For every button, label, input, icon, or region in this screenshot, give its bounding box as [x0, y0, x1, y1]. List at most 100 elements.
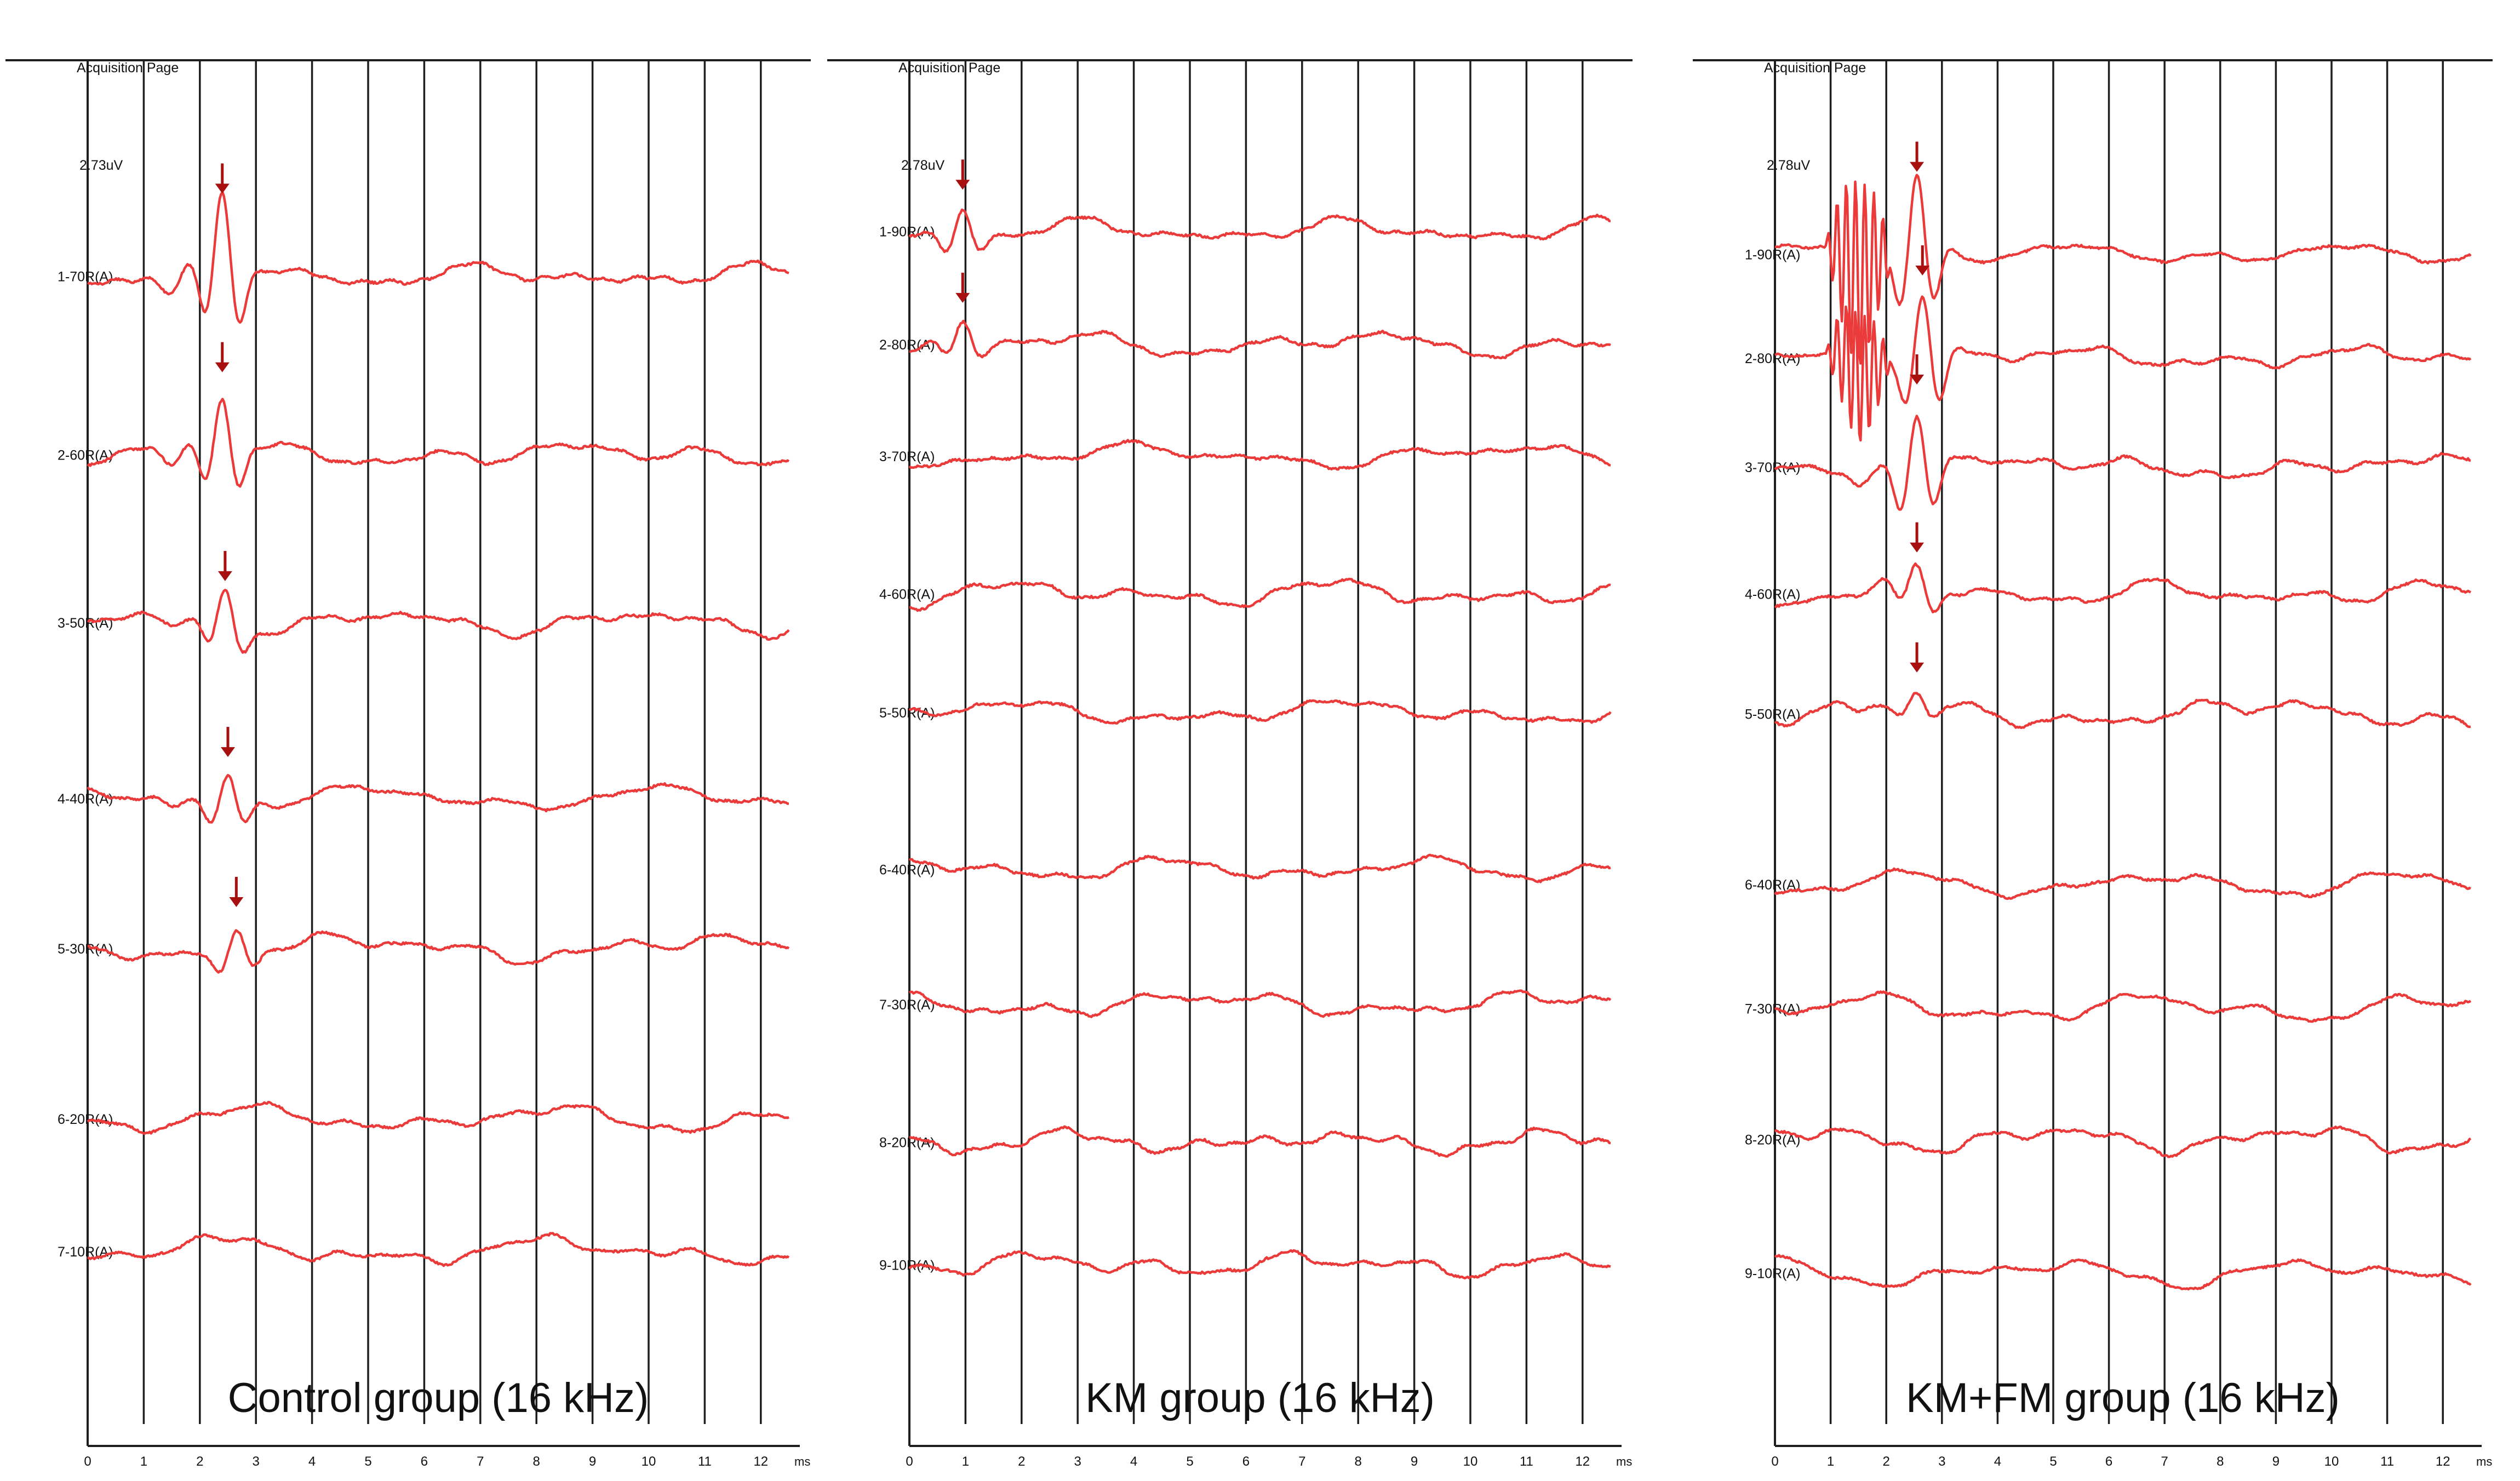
trace-label: 8-20R(A)	[879, 1135, 935, 1151]
wave-arrow-head	[1915, 265, 1930, 275]
trace-label: 4-60R(A)	[879, 587, 935, 602]
abr-trace	[87, 1100, 790, 1135]
panel-background	[5, 60, 811, 1446]
x-tick-label: 6	[1242, 1454, 1250, 1469]
scale-label: 2.73uV	[79, 158, 123, 173]
trace-label: 9-10R(A)	[1745, 1266, 1800, 1282]
abr-trace	[909, 577, 1611, 612]
traces	[1774, 174, 2472, 1291]
x-tick-label: 10	[1463, 1454, 1478, 1469]
x-tick-label: 7	[2161, 1454, 2168, 1469]
abr-trace	[1774, 692, 2471, 730]
x-tick-label: 10	[2324, 1454, 2339, 1469]
x-unit-label: ms	[2476, 1455, 2492, 1468]
trace-label: 5-50R(A)	[1745, 707, 1800, 722]
x-tick-label: 4	[1130, 1454, 1137, 1469]
wave-arrow-head	[1910, 542, 1925, 553]
x-tick-label: 5	[1186, 1454, 1193, 1469]
x-tick-label: 2	[1883, 1454, 1890, 1469]
abr-trace	[87, 589, 790, 654]
wave-markers	[1910, 141, 1930, 673]
abr-trace	[1774, 867, 2471, 900]
x-tick-labels: 0 1 2 3 4 5 6 7 8 9 10 11 12	[906, 1454, 1590, 1469]
abr-trace	[908, 699, 1612, 725]
wave-markers	[215, 163, 244, 907]
abr-trace	[1774, 1125, 2472, 1158]
x-tick-label: 10	[642, 1454, 656, 1469]
x-unit-label: ms	[794, 1455, 810, 1468]
wave-arrow-head	[217, 571, 232, 581]
x-tick-label: 9	[2272, 1454, 2280, 1469]
panel-control: 1-70R(A)2-60R(A)3-50R(A)4-40R(A)5-30R(A)…	[5, 59, 811, 1469]
panel-title: KM group (16 kHz)	[1085, 1375, 1435, 1421]
x-tick-labels: 0 1 2 3 4 5 6 7 8 9 10 11 12	[84, 1454, 768, 1469]
panel-background	[1693, 60, 2493, 1446]
panel-background	[827, 60, 1633, 1446]
x-tick-label: 11	[698, 1454, 712, 1469]
abr-trace	[908, 439, 1611, 471]
x-tick-label: 7	[477, 1454, 484, 1469]
abr-trace	[1774, 174, 2472, 365]
wave-arrow-head	[221, 747, 235, 757]
abr-trace	[909, 319, 1611, 359]
wave-arrow-head	[229, 897, 244, 907]
x-tick-label: 1	[140, 1454, 147, 1469]
panel-title: Control group (16 kHz)	[228, 1375, 649, 1421]
x-tick-label: 7	[1298, 1454, 1305, 1469]
trace-label: 2-80R(A)	[1745, 351, 1800, 366]
acquisition-page-label: Acquisition Page	[77, 60, 179, 76]
scale-label: 2.78uV	[901, 158, 945, 173]
x-tick-label: 8	[2217, 1454, 2224, 1469]
abr-trace	[1774, 1254, 2472, 1291]
trace-label: 7-30R(A)	[879, 997, 935, 1013]
wave-arrow-head	[1910, 162, 1925, 172]
vertical-gridlines	[827, 59, 1633, 1447]
x-tick-label: 4	[1994, 1454, 2001, 1469]
abr-trace	[909, 1125, 1611, 1158]
x-tick-label: 3	[1938, 1454, 1945, 1469]
abr-trace	[88, 929, 790, 974]
abr-trace	[87, 398, 790, 488]
x-tick-label: 8	[1355, 1454, 1362, 1469]
trace-label: 1-70R(A)	[58, 269, 113, 284]
x-tick-label: 9	[1411, 1454, 1418, 1469]
trace-label: 6-40R(A)	[879, 863, 935, 878]
abr-trace	[908, 1249, 1611, 1279]
x-tick-label: 8	[533, 1454, 540, 1469]
trace-labels: 1-90R(A)2-80R(A)3-70R(A)4-60R(A)5-50R(A)…	[1745, 248, 1800, 1282]
abr-trace	[1774, 415, 2471, 511]
trace-label: 1-90R(A)	[1745, 248, 1800, 263]
x-tick-label: 0	[1771, 1454, 1778, 1469]
scale-label: 2.78uV	[1767, 158, 1811, 173]
x-tick-label: 3	[253, 1454, 260, 1469]
x-tick-label: 2	[196, 1454, 203, 1469]
x-tick-label: 5	[364, 1454, 371, 1469]
x-tick-label: 12	[2436, 1454, 2450, 1469]
vertical-gridlines	[1693, 59, 2493, 1447]
trace-label: 6-20R(A)	[58, 1112, 113, 1127]
abr-trace	[87, 774, 789, 824]
abr-trace	[908, 208, 1611, 254]
traces	[908, 208, 1612, 1279]
wave-arrow-head	[955, 180, 970, 190]
abr-trace	[87, 191, 789, 324]
panel-title: KM+FM group (16 kHz)	[1906, 1375, 2340, 1421]
abr-trace	[1774, 295, 2472, 442]
x-tick-label: 5	[2049, 1454, 2057, 1469]
trace-label: 4-60R(A)	[1745, 587, 1800, 602]
x-tick-label: 1	[962, 1454, 969, 1469]
wave-arrow-head	[1910, 375, 1925, 385]
wave-arrow-head	[1910, 662, 1925, 673]
x-tick-label: 11	[2380, 1454, 2394, 1469]
vertical-gridlines	[5, 59, 811, 1447]
x-tick-label: 12	[753, 1454, 768, 1469]
x-tick-label: 11	[1520, 1454, 1533, 1469]
x-tick-label: 6	[2105, 1454, 2112, 1469]
abr-trace	[909, 989, 1612, 1018]
wave-arrow-head	[215, 362, 230, 372]
abr-trace	[1774, 562, 2471, 613]
x-tick-label: 0	[906, 1454, 913, 1469]
x-tick-label: 12	[1575, 1454, 1590, 1469]
panel-km-fm: 1-90R(A)2-80R(A)3-70R(A)4-60R(A)5-50R(A)…	[1693, 59, 2493, 1469]
abr-trace	[1774, 990, 2472, 1023]
